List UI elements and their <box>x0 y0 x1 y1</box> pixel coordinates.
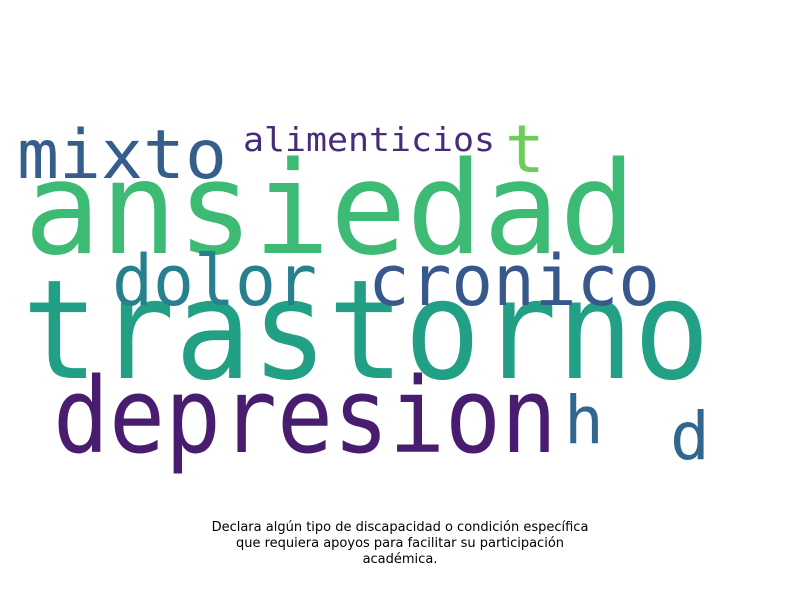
word-cronico: cronico <box>368 240 660 322</box>
word-trastorno: trastorno <box>22 250 710 411</box>
word-t: t <box>505 111 545 188</box>
word-depresion: depresion <box>53 355 557 477</box>
caption-line-3: académica. <box>362 552 438 567</box>
word-ansiedad: ansiedad <box>24 135 636 284</box>
word-mixto: mixto <box>17 116 227 195</box>
word-h: h <box>564 382 604 459</box>
word-d: d <box>670 398 710 475</box>
caption-line-1: Declara algún tipo de discapacidad o con… <box>211 520 589 535</box>
caption: Declara algún tipo de discapacidad o con… <box>100 520 700 568</box>
caption-line-2: que requiera apoyos para facilitar su pa… <box>235 536 565 551</box>
word-alimenticios: alimenticios <box>243 120 495 159</box>
word-dolor: dolor <box>112 240 317 322</box>
